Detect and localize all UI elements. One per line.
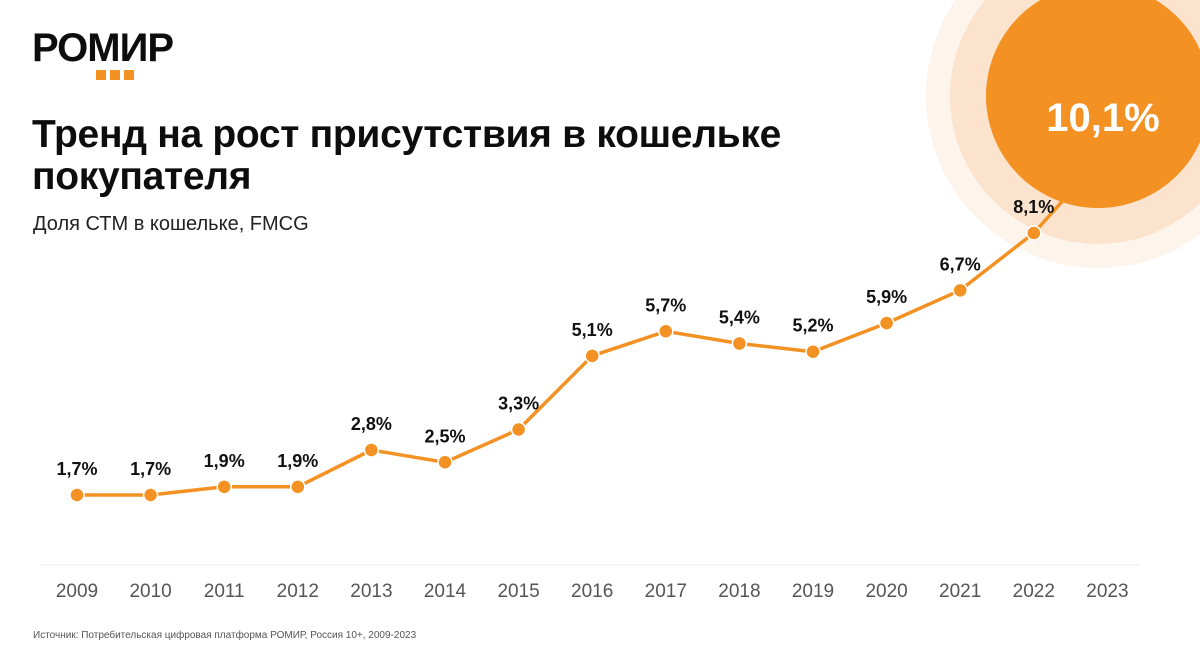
data-point [363, 442, 380, 458]
data-point [731, 335, 748, 352]
data-point [290, 479, 306, 495]
x-tick-label: 2012 [277, 581, 319, 602]
data-label: 5,7% [645, 295, 686, 315]
logo-text: РОМИР [32, 26, 174, 70]
data-label: 3,3% [498, 394, 539, 414]
page-title: Тренд на рост присутствия в кошельке пок… [32, 113, 781, 198]
data-point [805, 343, 821, 360]
data-label: 5,2% [792, 316, 833, 336]
x-tick-label: 2022 [1013, 581, 1055, 602]
data-label: 5,4% [719, 308, 760, 328]
romir-logo: РОМИР [32, 26, 174, 80]
x-tick-label: 2018 [718, 581, 760, 602]
x-tick-label: 2015 [497, 581, 539, 602]
x-tick-label: 2021 [939, 581, 981, 602]
data-label: 1,9% [204, 451, 245, 471]
data-label: 2,8% [351, 414, 392, 434]
data-point [510, 421, 527, 438]
data-point [952, 282, 968, 299]
x-tick-label: 2019 [792, 581, 834, 602]
data-point [216, 479, 232, 495]
x-tick-label: 2009 [56, 581, 98, 602]
data-label: 8,1% [1013, 197, 1054, 217]
data-point [437, 454, 453, 470]
data-label: 5,1% [572, 320, 613, 340]
x-tick-label: 2017 [645, 581, 687, 602]
data-label: 1,7% [130, 459, 171, 479]
data-point [1026, 225, 1042, 241]
data-point [658, 323, 674, 339]
data-label: 1,9% [277, 451, 318, 471]
highlight-value-label: 10,1% [1046, 96, 1159, 140]
chart-subtitle: Доля СТМ в кошельке, FMCG [33, 213, 309, 235]
logo-dots [96, 70, 134, 80]
x-tick-label: 2014 [424, 581, 467, 602]
x-tick-label: 2020 [865, 581, 907, 602]
data-label: 1,7% [56, 459, 97, 479]
x-tick-label: 2013 [350, 581, 392, 602]
data-point [69, 487, 85, 503]
x-tick-label: 2010 [129, 581, 171, 602]
data-label: 6,7% [940, 254, 981, 274]
data-point [142, 487, 159, 503]
data-label: 2,5% [424, 426, 465, 446]
data-label: 5,9% [866, 287, 907, 307]
data-point [878, 315, 895, 331]
data-point [584, 348, 600, 364]
x-tick-label: 2016 [571, 581, 613, 602]
highlight-bubble [986, 0, 1200, 208]
source-note: Источник: Потребительская цифровая платф… [33, 630, 417, 641]
x-tick-label: 2011 [204, 581, 245, 602]
x-tick-label: 2023 [1086, 581, 1128, 602]
